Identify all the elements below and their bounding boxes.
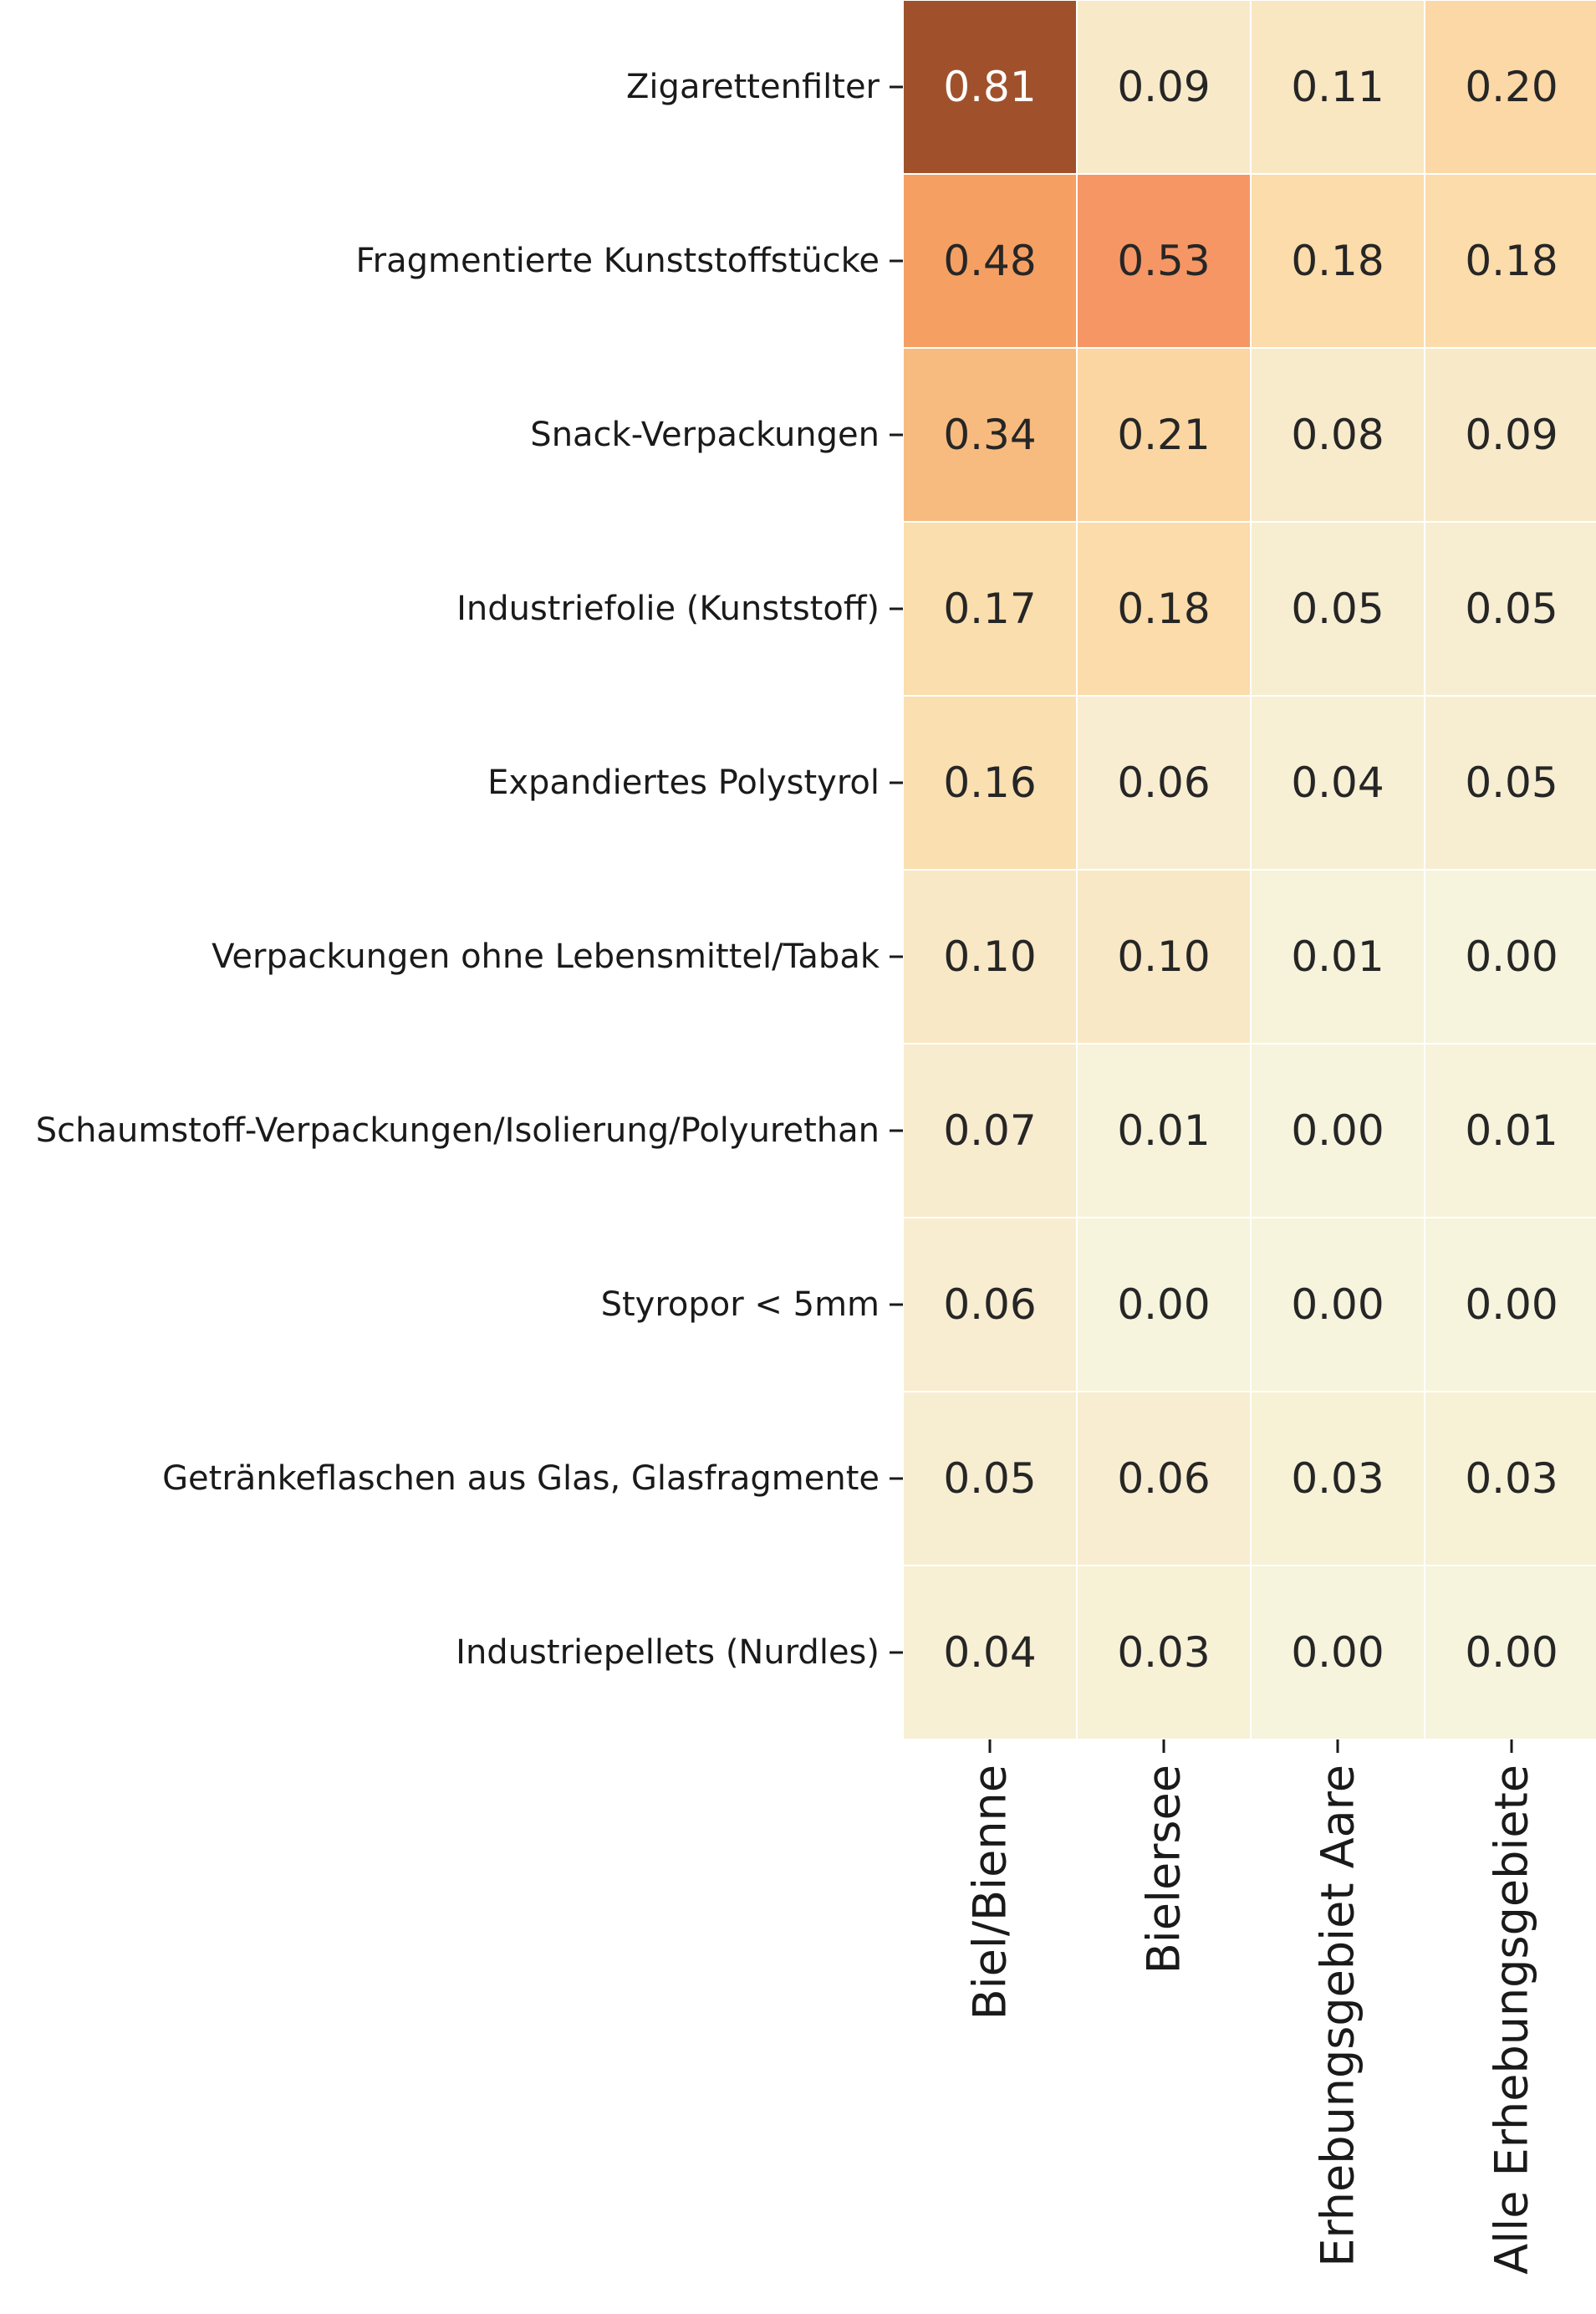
cell-value-label: 0.10: [943, 932, 1036, 981]
heatmap-cell: [1250, 0, 1425, 175]
cell-value-label: 0.01: [1117, 1106, 1210, 1155]
row-label-verpackungen-ohne-lebensmittel-tabak: Verpackungen ohne Lebensmittel/Tabak: [212, 937, 880, 976]
heatmap-cell: [1076, 347, 1252, 523]
heatmap-cells: 0.81 0.09 0.11 0.20 0.48 0.53 0.18 0.18 0.34 0.21…: [902, 0, 1596, 1740]
heatmap-cell: [1076, 173, 1252, 349]
cell-value-label: 0.01: [1291, 932, 1384, 981]
cell-value-label: 0.17: [943, 585, 1036, 633]
cell-value-label: 0.07: [943, 1106, 1036, 1155]
cell-value-label: 0.04: [943, 1628, 1036, 1677]
cell-value-label: 0.11: [1291, 63, 1384, 111]
cell-value-label: 0.21: [1117, 411, 1210, 459]
cell-value-label: 0.00: [1291, 1280, 1384, 1329]
cell-value-label: 0.00: [1465, 1628, 1558, 1677]
heatmap-cell: [1250, 1565, 1425, 1740]
row-label-snack-verpackungen: Snack-Verpackungen: [530, 416, 880, 454]
heatmap-cell: [1250, 521, 1425, 697]
cell-value-label: 0.06: [1117, 759, 1210, 807]
cell-value-label: 0.18: [1465, 237, 1558, 285]
cell-value-label: 0.00: [1465, 1280, 1558, 1329]
heatmap-cell: [1250, 1043, 1425, 1218]
heatmap-cell: [902, 347, 1078, 523]
cell-value-label: 0.09: [1117, 63, 1210, 111]
cell-value-label: 0.00: [1291, 1628, 1384, 1677]
cell-value-label: 0.00: [1117, 1280, 1210, 1329]
cell-value-label: 0.05: [1465, 759, 1558, 807]
heatmap-cell: [1424, 347, 1596, 523]
heatmap-cell: [902, 173, 1078, 349]
heatmap-cell: [902, 1043, 1078, 1218]
heatmap-cell: [902, 521, 1078, 697]
column-label-bielersee: Bielersee: [1138, 1765, 1191, 1974]
cell-value-label: 0.01: [1465, 1106, 1558, 1155]
cell-value-label: 0.03: [1291, 1454, 1384, 1503]
cell-value-label: 0.05: [943, 1454, 1036, 1503]
cell-value-label: 0.18: [1117, 585, 1210, 633]
heatmap-cell: [1076, 1217, 1252, 1392]
row-label-schaumstoff-verpackungen-isolierung-polyurethan: Schaumstoff-Verpackungen/Isolierung/Poly…: [36, 1111, 880, 1150]
row-label-fragmentierte-kunststoffst-cke: Fragmentierte Kunststoffstücke: [356, 242, 880, 280]
heatmap-cell: [1424, 1391, 1596, 1566]
heatmap-cell: [1076, 1565, 1252, 1740]
cell-value-label: 0.03: [1117, 1628, 1210, 1677]
heatmap-cell: [1250, 1391, 1425, 1566]
row-label-industriefolie-kunststoff: Industriefolie (Kunststoff): [456, 590, 880, 628]
cell-value-label: 0.09: [1465, 411, 1558, 459]
row-labels: Zigarettenfilter Fragmentierte Kunststoff…: [36, 68, 903, 1672]
cell-value-label: 0.05: [1465, 585, 1558, 633]
cell-value-label: 0.18: [1291, 237, 1384, 285]
cell-value-label: 0.04: [1291, 759, 1384, 807]
heatmap-cell: [1076, 1043, 1252, 1218]
row-label-styropor-5mm: Styropor < 5mm: [601, 1285, 880, 1324]
cell-value-label: 0.48: [943, 237, 1036, 285]
heatmap-cell: [1250, 869, 1425, 1045]
cell-value-label: 0.53: [1117, 237, 1210, 285]
heatmap-cell: [1250, 173, 1425, 349]
cell-value-label: 0.03: [1465, 1454, 1558, 1503]
heatmap-cell: [1250, 695, 1425, 871]
heatmap-cell: [1076, 1391, 1252, 1566]
heatmap-cell: [1424, 173, 1596, 349]
cell-value-label: 0.06: [1117, 1454, 1210, 1503]
heatmap-cell: [1424, 1217, 1596, 1392]
cell-value-label: 0.06: [943, 1280, 1036, 1329]
heatmap-cell: [1424, 1043, 1596, 1218]
heatmap-cell: [1250, 1217, 1425, 1392]
cell-value-label: 0.20: [1465, 63, 1558, 111]
cell-value-label: 0.81: [943, 63, 1036, 111]
column-labels: Biel/Bienne Bielersee Erhebungsgebiet Aare…: [964, 1739, 1538, 2275]
heatmap-cell: [1076, 0, 1252, 175]
heatmap-cell: [902, 0, 1078, 175]
row-label-industriepellets-nurdles: Industriepellets (Nurdles): [456, 1633, 880, 1672]
row-label-zigarettenfilter: Zigarettenfilter: [626, 68, 880, 106]
heatmap-cell: [902, 1565, 1078, 1740]
heatmap-cell: [1076, 869, 1252, 1045]
heatmap-cell: [1424, 0, 1596, 175]
column-label-alle-erhebungsgebiete: Alle Erhebungsgebiete: [1486, 1765, 1538, 2275]
column-label-erhebungsgebiet-aare: Erhebungsgebiet Aare: [1312, 1765, 1364, 2267]
cell-value-label: 0.00: [1291, 1106, 1384, 1155]
cell-value-label: 0.05: [1291, 585, 1384, 633]
heatmap-cell: [1424, 521, 1596, 697]
column-label-biel-bienne: Biel/Bienne: [964, 1765, 1017, 2020]
cell-value-label: 0.00: [1465, 932, 1558, 981]
cell-value-label: 0.08: [1291, 411, 1384, 459]
row-label-getr-nkeflaschen-aus-glas-glasfragmente: Getränkeflaschen aus Glas, Glasfragmente: [162, 1459, 880, 1498]
heatmap-cell: [902, 1217, 1078, 1392]
row-label-expandiertes-polystyrol: Expandiertes Polystyrol: [487, 764, 880, 802]
cell-value-label: 0.16: [943, 759, 1036, 807]
heatmap-cell: [902, 869, 1078, 1045]
cell-value-label: 0.10: [1117, 932, 1210, 981]
heatmap-cell: [1424, 869, 1596, 1045]
heatmap-cell: [1076, 521, 1252, 697]
cell-value-label: 0.34: [943, 411, 1036, 459]
